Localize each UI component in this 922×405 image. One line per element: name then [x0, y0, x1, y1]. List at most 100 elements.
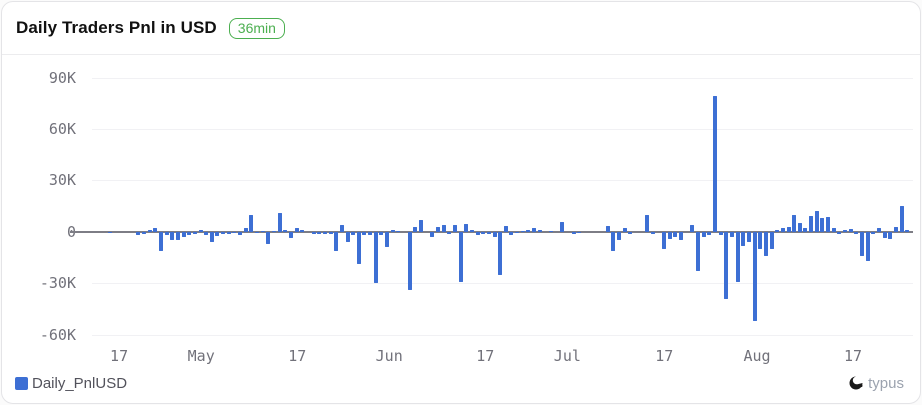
pnl-bar: [509, 231, 514, 236]
pnl-bar: [882, 231, 887, 238]
pnl-bar: [204, 231, 209, 236]
pnl-bar: [260, 230, 265, 232]
pnl-bar: [232, 231, 237, 233]
pnl-bar: [441, 225, 446, 232]
pnl-bar: [860, 231, 865, 256]
pnl-bar: [294, 227, 299, 232]
pnl-bar: [226, 231, 231, 234]
pnl-bar: [729, 231, 734, 237]
typus-logo-icon: [849, 376, 863, 390]
legend-item-daily-pnlusd[interactable]: Daily_PnlUSD: [15, 375, 127, 392]
pnl-bar: [549, 230, 554, 232]
pnl-bar: [277, 213, 282, 232]
pnl-bar: [469, 230, 474, 232]
pnl-bar: [616, 231, 621, 240]
pnl-bar: [158, 231, 163, 251]
pnl-bar: [396, 230, 401, 232]
pnl-bar: [871, 231, 876, 234]
y-tick-label: 60K: [48, 120, 76, 138]
pnl-bar: [170, 231, 175, 241]
pnl-bar: [328, 231, 333, 235]
pnl-bar: [690, 225, 695, 232]
pnl-bar: [707, 231, 712, 236]
pnl-bar: [356, 231, 361, 265]
pnl-bar: [520, 230, 525, 232]
pnl-bar: [379, 231, 384, 236]
pnl-bar: [187, 231, 192, 236]
pnl-bar: [718, 231, 723, 236]
pnl-bar: [498, 231, 503, 275]
pnl-bar: [893, 226, 898, 232]
pnl-bar: [419, 219, 424, 232]
pnl-bar: [763, 231, 768, 256]
pnl-bar: [843, 230, 848, 232]
y-tick-label: 90K: [48, 68, 76, 87]
pnl-bar: [854, 231, 859, 234]
gridline: [92, 334, 913, 336]
pnl-bar: [667, 231, 672, 239]
pnl-bar: [622, 228, 627, 232]
pnl-bar: [175, 231, 180, 241]
pnl-bar: [797, 223, 802, 232]
pnl-bar: [628, 231, 633, 234]
pnl-bar: [458, 231, 463, 282]
pnl-bar: [136, 231, 141, 236]
y-axis-labels: 90K60K30K0-30K-60K: [2, 57, 82, 345]
interval-badge[interactable]: 36min: [228, 17, 285, 39]
typus-watermark[interactable]: typus: [849, 375, 904, 392]
pnl-bar: [368, 231, 373, 236]
pnl-bar: [481, 231, 486, 234]
pnl-bar: [164, 231, 169, 236]
pnl-bar: [198, 230, 203, 232]
pnl-bar: [577, 231, 582, 233]
pnl-bar: [345, 231, 350, 243]
pnl-bar: [724, 231, 729, 299]
pnl-bar: [888, 231, 893, 239]
pnl-bar: [701, 231, 706, 237]
gridline: [92, 283, 913, 285]
pnl-bar: [373, 231, 378, 284]
pnl-bar: [679, 231, 684, 240]
pnl-bar: [792, 214, 797, 232]
pnl-bar: [503, 225, 508, 232]
pnl-bar: [746, 231, 751, 243]
pnl-bar: [741, 231, 746, 246]
pnl-bar: [831, 228, 836, 232]
pnl-bar: [662, 231, 667, 249]
pnl-bar: [447, 231, 452, 234]
pnl-bar: [803, 228, 808, 232]
pnl-bar: [243, 227, 248, 232]
legend-label: Daily_PnlUSD: [32, 374, 128, 392]
x-axis-labels: 17 May 17 Jun 17 Jul 17 Aug 17: [92, 347, 913, 367]
pnl-bar: [876, 228, 881, 232]
pnl-bar: [645, 214, 650, 232]
gridline: [92, 77, 913, 79]
x-tick-label: 17: [655, 347, 674, 365]
x-tick-label: May: [187, 347, 215, 365]
pnl-bar: [752, 231, 757, 321]
card-header: Daily Traders Pnl in USD 36min: [2, 2, 920, 55]
pnl-bar: [266, 231, 271, 244]
legend-color-swatch: [15, 376, 28, 390]
gridline: [92, 180, 913, 182]
pnl-bar: [153, 227, 158, 232]
pnl-bar: [311, 231, 316, 234]
pnl-bar: [905, 230, 910, 232]
pnl-bar: [814, 211, 819, 232]
daily-pnl-bar-chart[interactable]: 90K60K30K0-30K-60K 17May17Jun17Jul17Aug1…: [2, 55, 920, 367]
pnl-bar: [147, 230, 152, 232]
pnl-bar: [435, 226, 440, 232]
pnl-bar: [475, 231, 480, 236]
pnl-bar: [820, 218, 825, 232]
pnl-bar: [532, 228, 537, 232]
pnl-bar: [515, 231, 520, 233]
pnl-bar: [769, 231, 774, 249]
x-tick-label: 17: [844, 347, 863, 365]
pnl-bar: [141, 231, 146, 234]
pnl-bar: [486, 231, 491, 234]
pnl-bar: [837, 231, 842, 234]
pnl-bar: [362, 231, 367, 236]
plot-area: [70, 57, 913, 345]
pnl-bar: [492, 231, 497, 237]
